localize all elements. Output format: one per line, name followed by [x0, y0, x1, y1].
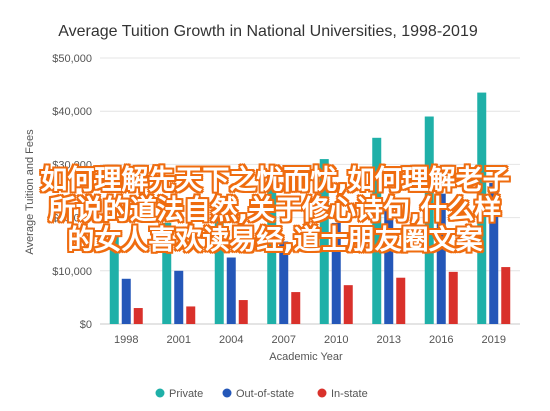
bar-private [267, 183, 277, 324]
legend-marker [317, 388, 327, 398]
x-tick-label: 1998 [114, 334, 138, 346]
x-tick-label: 2013 [377, 334, 401, 346]
x-tick-label: 2001 [167, 334, 191, 346]
bar-private [214, 204, 224, 324]
bars [109, 92, 511, 325]
bar-out-of-state [489, 183, 499, 324]
bar-out-of-state [384, 204, 394, 324]
y-tick-label: $0 [80, 319, 92, 331]
bar-in-state [238, 300, 248, 324]
bar-private [372, 137, 382, 324]
x-axis-label: Academic Year [269, 351, 343, 363]
bar-out-of-state [436, 193, 446, 324]
bar-private [109, 233, 119, 324]
y-tick-label: $10,000 [52, 266, 92, 278]
x-tick-label: 2004 [219, 334, 243, 346]
chart-title: Average Tuition Growth in National Unive… [58, 23, 478, 40]
legend-marker [155, 388, 165, 398]
bar-in-state [186, 306, 196, 324]
bar-private [162, 222, 172, 324]
bar-in-state [396, 277, 406, 324]
bar-in-state [291, 292, 301, 324]
y-axis-ticks: $0 $10,000 $20,000 $30,000 $40,000 $50,000 [52, 53, 92, 331]
y-tick-label: $20,000 [52, 213, 92, 225]
bar-in-state [501, 267, 511, 324]
x-tick-label: 2007 [272, 334, 296, 346]
bar-in-state [448, 271, 458, 324]
y-axis-label: Average Tuition and Fees [24, 129, 36, 255]
legend-marker [222, 388, 232, 398]
overlay-line-1: 如何理解先天下之忧而忧,如何理解老子 [40, 165, 510, 196]
y-tick-label: $40,000 [52, 106, 92, 118]
y-tick-label: $30,000 [52, 159, 92, 171]
bar-in-state [133, 308, 143, 324]
bar-in-state [343, 285, 353, 324]
legend: Private Out-of-state In-state [155, 388, 368, 400]
y-tick-label: $50,000 [52, 53, 92, 65]
x-tick-label: 2016 [429, 334, 453, 346]
bar-private [319, 159, 329, 324]
overlay-line-3: 的女人喜欢读易经,道士朋友圈文案 [67, 225, 483, 256]
overlay-line-2: 所说的道法自然,关于修心诗句,什么样 [48, 195, 502, 226]
bar-private [424, 116, 434, 325]
legend-label: In-state [331, 388, 368, 400]
bar-out-of-state [331, 222, 341, 324]
bar-out-of-state [279, 241, 289, 324]
bar-out-of-state [121, 278, 131, 324]
bar-out-of-state [174, 270, 184, 324]
x-axis-ticks: 1998 2001 2004 2007 2010 2013 2016 2019 [114, 334, 506, 346]
bar-private [477, 92, 487, 324]
legend-label: Private [169, 388, 203, 400]
bar-out-of-state [226, 257, 236, 324]
x-tick-label: 2010 [324, 334, 348, 346]
legend-label: Out-of-state [236, 388, 294, 400]
x-tick-label: 2019 [482, 334, 506, 346]
